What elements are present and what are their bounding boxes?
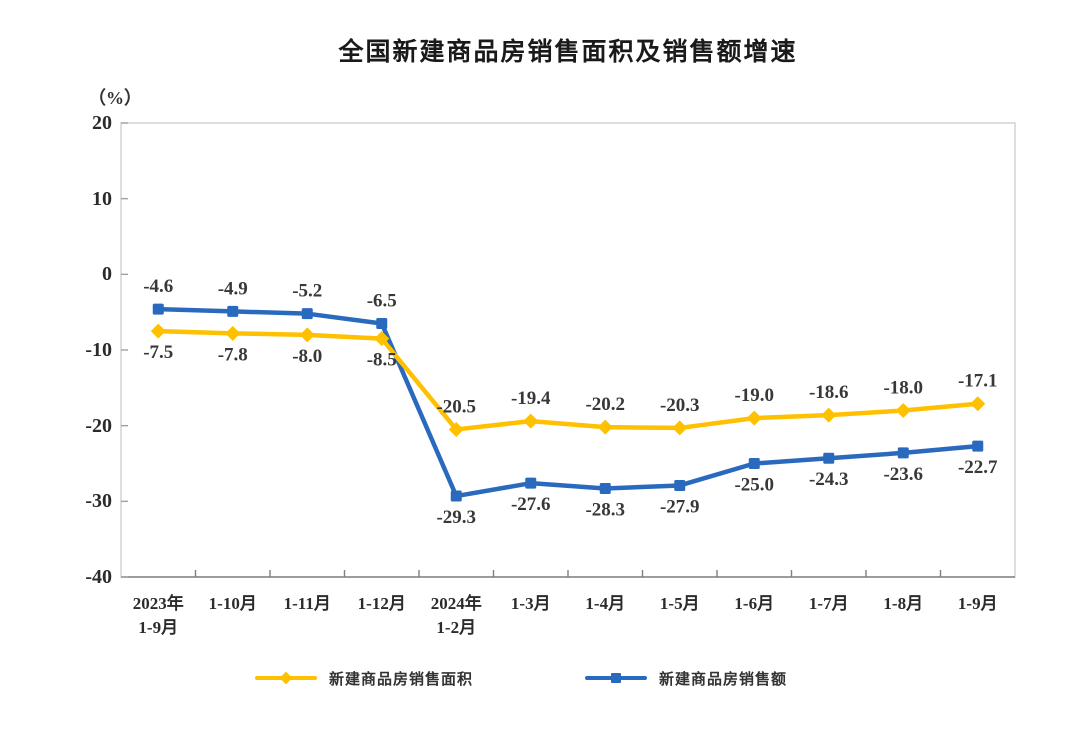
x-axis-tick-label: 1-4月 bbox=[585, 594, 626, 613]
series-line-sales-amount bbox=[156, 306, 980, 499]
diamond-marker-icon bbox=[597, 419, 613, 435]
data-label: -5.2 bbox=[292, 281, 322, 302]
data-label: -17.1 bbox=[958, 371, 998, 392]
diamond-marker-icon bbox=[150, 323, 166, 339]
data-label: -19.0 bbox=[734, 385, 774, 406]
x-axis-tick-label: 1-8月 bbox=[883, 594, 924, 613]
square-marker-icon bbox=[525, 477, 537, 489]
square-marker-icon bbox=[450, 490, 462, 502]
legend-line-swatch-sales-amount bbox=[585, 673, 647, 683]
y-axis-tick-label: 10 bbox=[92, 187, 112, 210]
diamond-marker-icon bbox=[821, 407, 837, 423]
y-axis-tick-label: -40 bbox=[85, 566, 112, 588]
legend-item-sales-amount: 新建商品房销售额 bbox=[585, 668, 787, 688]
diamond-marker-icon bbox=[374, 331, 390, 347]
y-axis-tick-label: -10 bbox=[85, 339, 112, 361]
data-label: -8.0 bbox=[292, 346, 322, 367]
x-axis-tick-label: 2023年 1-9月 bbox=[132, 594, 184, 637]
legend-diamond-marker-icon bbox=[279, 671, 293, 685]
data-label: -20.3 bbox=[660, 395, 700, 416]
diamond-marker-icon bbox=[523, 413, 539, 429]
y-axis-tick-label: -30 bbox=[85, 490, 112, 513]
data-label: -19.4 bbox=[511, 388, 551, 409]
y-axis-unit-label: （%） bbox=[88, 88, 142, 108]
data-label: -22.7 bbox=[958, 457, 998, 478]
diamond-marker-icon bbox=[746, 410, 762, 426]
x-axis-tick-label: 1-12月 bbox=[357, 594, 406, 613]
diamond-marker-icon bbox=[970, 396, 986, 412]
square-marker-icon bbox=[301, 308, 313, 320]
data-label: -28.3 bbox=[585, 499, 625, 520]
diamond-marker-icon bbox=[299, 327, 315, 343]
diamond-marker-icon bbox=[895, 403, 911, 419]
data-label: -27.6 bbox=[511, 494, 551, 515]
data-label: -18.6 bbox=[809, 382, 849, 403]
data-label: -8.5 bbox=[367, 350, 397, 371]
data-label: -20.5 bbox=[436, 396, 476, 417]
square-marker-icon bbox=[227, 305, 239, 317]
legend-label-sales-amount: 新建商品房销售额 bbox=[659, 670, 788, 688]
square-marker-icon bbox=[823, 452, 835, 464]
x-axis-tick-label: 1-5月 bbox=[659, 594, 700, 613]
plot-frame bbox=[120, 122, 1016, 578]
chart-title: 全国新建商品房销售面积及销售额增速 bbox=[338, 38, 798, 66]
data-label: -18.0 bbox=[883, 378, 923, 399]
square-marker-icon bbox=[972, 440, 984, 452]
x-axis-tick-label: 1-11月 bbox=[283, 594, 331, 613]
legend-label-sales-area: 新建商品房销售面积 bbox=[329, 670, 474, 688]
square-marker-icon bbox=[897, 447, 909, 459]
x-axis-tick-label: 1-9月 bbox=[957, 594, 998, 613]
data-label: -4.9 bbox=[218, 278, 248, 299]
data-label: -25.0 bbox=[734, 475, 774, 496]
data-label: -4.6 bbox=[143, 276, 173, 297]
legend-line-swatch-sales-area bbox=[255, 671, 317, 685]
square-marker-icon bbox=[376, 318, 388, 330]
x-axis-tick-label: 1-7月 bbox=[808, 594, 849, 613]
square-marker-icon bbox=[748, 458, 760, 469]
x-axis-tick-label: 1-6月 bbox=[734, 594, 775, 613]
x-axis-tick-label: 1-10月 bbox=[208, 594, 257, 613]
series-line-sales-area bbox=[156, 328, 980, 432]
data-label: -7.8 bbox=[218, 344, 248, 365]
data-label: -6.5 bbox=[367, 291, 397, 312]
diamond-marker-icon bbox=[448, 421, 464, 437]
square-marker-icon bbox=[674, 479, 686, 491]
square-marker-icon bbox=[152, 303, 164, 315]
x-axis-tick-label: 2024年 1-2月 bbox=[430, 594, 482, 637]
legend-square-marker-icon bbox=[611, 673, 621, 683]
y-axis-tick-label: -20 bbox=[85, 414, 112, 437]
x-axis-tick-label: 1-3月 bbox=[510, 594, 551, 613]
data-label: -23.6 bbox=[883, 464, 923, 485]
square-marker-icon bbox=[599, 482, 611, 494]
y-axis-tick-label: 20 bbox=[92, 112, 112, 134]
data-label: -7.5 bbox=[143, 342, 173, 363]
data-label: -20.2 bbox=[585, 394, 625, 415]
data-label: -29.3 bbox=[436, 507, 476, 528]
diamond-marker-icon bbox=[672, 420, 688, 436]
data-label: -24.3 bbox=[809, 469, 849, 490]
diamond-marker-icon bbox=[225, 325, 241, 341]
data-label: -27.9 bbox=[660, 496, 700, 517]
legend-item-sales-area: 新建商品房销售面积 bbox=[255, 668, 473, 688]
y-axis-tick-label: 0 bbox=[102, 263, 112, 286]
